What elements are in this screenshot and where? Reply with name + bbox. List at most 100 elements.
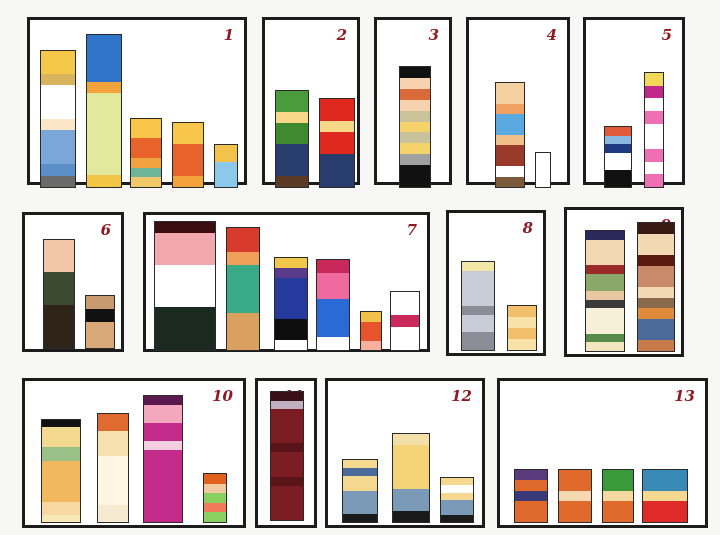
color-band xyxy=(391,326,419,350)
color-band xyxy=(144,441,182,450)
panel-number: 1 xyxy=(223,26,234,44)
color-band xyxy=(271,392,303,401)
color-band xyxy=(586,273,624,292)
color-band xyxy=(155,307,215,350)
color-band xyxy=(400,99,430,111)
color-band xyxy=(605,144,631,153)
color-band xyxy=(42,460,80,502)
color-band xyxy=(317,337,349,350)
color-band xyxy=(496,145,524,167)
color-band xyxy=(638,255,674,266)
color-column xyxy=(602,469,634,523)
color-column xyxy=(226,227,260,351)
panel-number: 6 xyxy=(100,221,111,239)
color-column xyxy=(644,72,664,188)
color-band xyxy=(42,515,80,522)
color-band xyxy=(41,164,75,176)
color-band xyxy=(215,161,237,187)
color-band xyxy=(400,110,430,122)
color-band xyxy=(275,268,307,279)
color-band xyxy=(41,175,75,187)
color-band xyxy=(275,258,307,269)
color-band xyxy=(131,119,161,139)
color-band xyxy=(400,154,430,166)
color-column xyxy=(604,126,632,188)
color-column xyxy=(85,295,115,349)
color-band xyxy=(317,272,349,299)
color-band xyxy=(603,501,633,522)
color-band xyxy=(173,123,203,145)
color-column xyxy=(97,413,129,523)
color-band xyxy=(508,317,536,328)
color-band xyxy=(638,308,674,320)
color-band xyxy=(271,400,303,410)
color-band xyxy=(44,304,74,348)
color-band xyxy=(276,123,308,145)
color-band xyxy=(131,167,161,178)
color-band xyxy=(98,414,128,431)
color-band xyxy=(41,73,75,85)
color-band xyxy=(204,512,226,522)
palette-panel-11: 11 xyxy=(255,378,317,528)
color-band xyxy=(98,455,128,506)
panel-number: 10 xyxy=(212,387,233,405)
palette-panel-12: 12 xyxy=(325,378,485,528)
color-band xyxy=(586,342,624,351)
color-band xyxy=(559,490,591,502)
color-band xyxy=(155,232,215,265)
color-band xyxy=(98,430,128,456)
color-band xyxy=(204,483,226,494)
color-column xyxy=(270,391,304,521)
panel-number: 3 xyxy=(428,26,439,44)
color-band xyxy=(462,314,494,333)
color-band xyxy=(204,474,226,484)
color-band xyxy=(496,166,524,177)
color-band xyxy=(645,174,663,187)
color-band xyxy=(144,405,182,423)
color-band xyxy=(638,287,674,298)
color-band xyxy=(496,176,524,187)
color-band xyxy=(361,312,381,322)
color-band xyxy=(638,265,674,287)
color-band xyxy=(391,315,419,327)
color-band xyxy=(441,485,473,493)
color-band xyxy=(271,443,303,452)
color-column xyxy=(86,34,122,188)
palette-panel-13: 13 xyxy=(497,378,708,528)
color-band xyxy=(44,272,74,305)
color-band xyxy=(586,291,624,300)
color-band xyxy=(515,480,547,491)
color-column xyxy=(172,122,204,188)
color-band xyxy=(173,144,203,177)
color-band xyxy=(393,511,429,522)
color-band xyxy=(144,423,182,441)
color-band xyxy=(227,313,259,350)
panel-number: 7 xyxy=(406,221,417,239)
color-column xyxy=(41,419,81,523)
color-band xyxy=(86,296,114,309)
panel-number: 12 xyxy=(451,387,472,405)
color-band xyxy=(400,121,430,133)
palette-panel-10: 10 xyxy=(22,378,246,528)
color-band xyxy=(87,35,121,82)
color-band xyxy=(400,132,430,144)
palette-panel-7: 7 xyxy=(143,212,430,352)
color-band xyxy=(87,81,121,94)
palette-panel-1: 1 xyxy=(27,17,247,188)
color-band xyxy=(605,152,631,170)
color-band xyxy=(86,322,114,348)
color-band xyxy=(41,119,75,131)
color-band xyxy=(393,434,429,445)
color-band xyxy=(559,501,591,522)
color-band xyxy=(131,138,161,158)
color-band xyxy=(361,340,381,350)
color-band xyxy=(42,501,80,516)
color-band xyxy=(173,176,203,187)
color-band xyxy=(343,460,377,468)
color-band xyxy=(275,319,307,340)
color-band xyxy=(400,67,430,78)
color-band xyxy=(638,223,674,234)
color-band xyxy=(515,470,547,481)
color-band xyxy=(320,99,354,121)
color-band xyxy=(462,306,494,315)
